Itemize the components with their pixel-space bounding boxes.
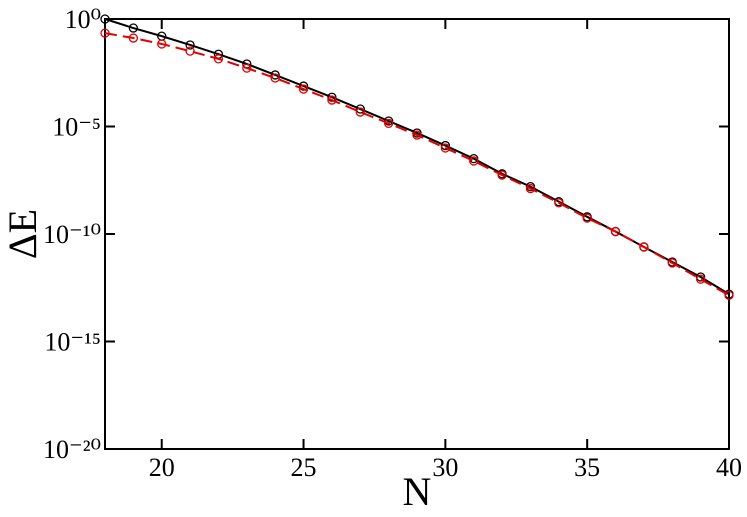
data-point <box>667 258 677 268</box>
y-tick-label: 10⁻¹⁰ <box>43 220 101 249</box>
data-point <box>497 170 507 180</box>
data-point <box>270 70 280 80</box>
data-point <box>242 63 252 73</box>
data-point <box>185 46 195 56</box>
data-point <box>327 95 337 105</box>
data-point <box>327 92 337 102</box>
data-point <box>157 39 167 49</box>
data-point <box>469 156 479 166</box>
x-tick-label: 20 <box>149 453 175 482</box>
data-point <box>440 140 451 151</box>
data-point <box>695 274 706 284</box>
y-tick-label: 10⁻⁵ <box>52 113 101 142</box>
series-line <box>104 32 730 297</box>
data-point <box>440 143 451 153</box>
data-point <box>554 198 564 208</box>
y-tick-label: 10⁰ <box>65 5 101 34</box>
series-line <box>104 18 730 295</box>
data-point <box>298 84 309 94</box>
data-point <box>610 226 621 237</box>
y-axis-label: ΔE <box>0 209 45 259</box>
data-point <box>128 23 139 33</box>
data-point <box>412 130 422 140</box>
data-point <box>525 183 536 194</box>
data-point <box>128 33 139 43</box>
data-point <box>100 14 110 24</box>
x-axis-label: N <box>403 469 432 514</box>
data-point <box>270 73 280 83</box>
plot-frame <box>104 18 730 450</box>
y-tick-label: 10⁻²⁰ <box>43 435 101 464</box>
data-point <box>213 54 224 64</box>
data-point <box>582 213 592 223</box>
x-tick-label: 35 <box>574 453 600 482</box>
data-point <box>724 290 734 301</box>
y-tick-label: 10⁻¹⁵ <box>44 328 101 357</box>
x-tick-label: 25 <box>291 453 317 482</box>
x-tick-label: 30 <box>432 453 458 482</box>
data-point <box>185 40 195 50</box>
data-point <box>355 107 365 117</box>
data-point <box>100 28 110 38</box>
data-point <box>639 242 649 252</box>
data-point <box>383 118 394 129</box>
x-tick-label: 40 <box>716 453 742 482</box>
data-point <box>355 104 365 114</box>
